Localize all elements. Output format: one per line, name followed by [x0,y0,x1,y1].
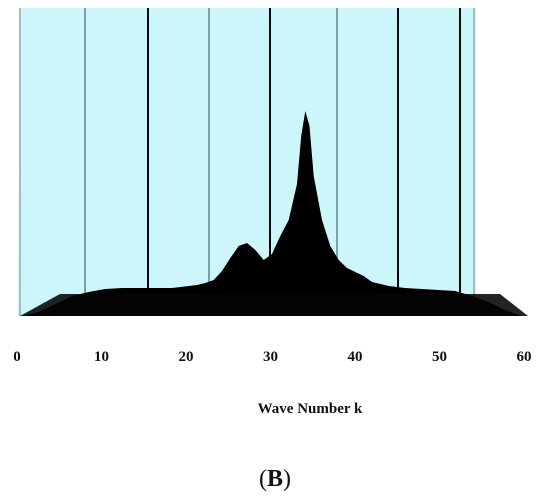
x-tick-label: 40 [348,349,363,365]
surface-base-shadow [20,294,528,316]
x-axis-title: Wave Number k [258,401,363,417]
x-tick-label: 60 [517,349,532,365]
panel-label-close: ) [283,466,291,492]
x-tick-label: 10 [94,349,109,365]
spectrum-surface [20,111,528,316]
panel-label-open: ( [259,466,267,492]
x-tick-label: 0 [13,349,21,365]
x-tick-labels: 0 10 20 30 40 50 60 [13,349,531,365]
panel-label: (B) [259,466,291,492]
surface-silhouette [22,111,522,316]
x-tick-label: 20 [179,349,194,365]
panel-label-letter: B [267,466,283,492]
x-tick-label: 30 [263,349,278,365]
gridlines [84,8,461,306]
x-tick-label: 50 [432,349,447,365]
